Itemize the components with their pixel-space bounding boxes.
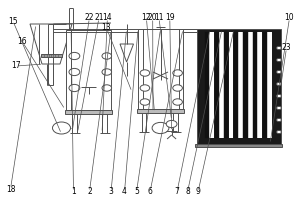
Bar	[257, 32, 262, 138]
Text: 5: 5	[134, 188, 139, 196]
Text: 21: 21	[94, 14, 104, 22]
Text: 12: 12	[142, 14, 151, 22]
Circle shape	[69, 84, 80, 92]
Bar	[219, 32, 224, 138]
Bar	[65, 110, 112, 114]
Text: 9: 9	[196, 188, 200, 196]
Bar	[229, 32, 233, 138]
Text: 23: 23	[282, 44, 291, 52]
Text: 1: 1	[71, 188, 76, 196]
Bar	[238, 32, 243, 138]
Text: 4: 4	[122, 188, 127, 196]
Polygon shape	[120, 44, 134, 62]
Bar	[205, 32, 209, 138]
Circle shape	[277, 46, 281, 50]
Bar	[137, 109, 184, 113]
Circle shape	[102, 85, 112, 91]
Bar	[214, 32, 219, 138]
Text: 6: 6	[148, 188, 152, 196]
Circle shape	[140, 70, 150, 76]
Text: 11: 11	[154, 14, 164, 22]
Bar	[243, 32, 247, 138]
Bar	[234, 32, 238, 138]
Circle shape	[277, 58, 281, 62]
Circle shape	[102, 69, 112, 75]
Circle shape	[166, 120, 177, 128]
Bar	[267, 32, 272, 138]
Text: 8: 8	[185, 188, 190, 196]
Text: 15: 15	[8, 17, 18, 25]
Bar	[209, 32, 214, 138]
Circle shape	[277, 82, 281, 86]
Circle shape	[52, 122, 70, 134]
Text: 20: 20	[148, 14, 158, 22]
Circle shape	[277, 94, 281, 98]
Bar	[262, 32, 267, 138]
Circle shape	[102, 53, 112, 59]
Text: 17: 17	[12, 62, 21, 71]
Text: 3: 3	[109, 188, 113, 196]
Text: 19: 19	[165, 14, 175, 22]
Circle shape	[277, 106, 281, 110]
Bar	[138, 29, 183, 109]
Circle shape	[152, 122, 169, 134]
Bar	[195, 144, 282, 147]
Bar	[253, 32, 257, 138]
Circle shape	[173, 85, 182, 91]
Text: 7: 7	[175, 188, 179, 196]
Circle shape	[69, 52, 80, 60]
Text: 14: 14	[103, 14, 112, 22]
Text: 10: 10	[285, 14, 294, 22]
Circle shape	[173, 70, 182, 76]
Bar	[196, 29, 280, 144]
Circle shape	[277, 118, 281, 122]
Bar	[224, 32, 228, 138]
Circle shape	[140, 99, 150, 105]
Circle shape	[140, 85, 150, 91]
Text: 2: 2	[87, 188, 92, 196]
Circle shape	[277, 70, 281, 74]
Polygon shape	[30, 24, 72, 64]
Text: 13: 13	[102, 23, 111, 32]
Circle shape	[69, 68, 80, 76]
Bar	[40, 54, 61, 57]
Text: 18: 18	[6, 184, 15, 194]
Text: 16: 16	[18, 38, 27, 46]
Bar	[248, 32, 253, 138]
Circle shape	[277, 130, 281, 134]
Bar	[66, 30, 111, 110]
Circle shape	[173, 99, 182, 105]
Text: 22: 22	[85, 14, 94, 22]
